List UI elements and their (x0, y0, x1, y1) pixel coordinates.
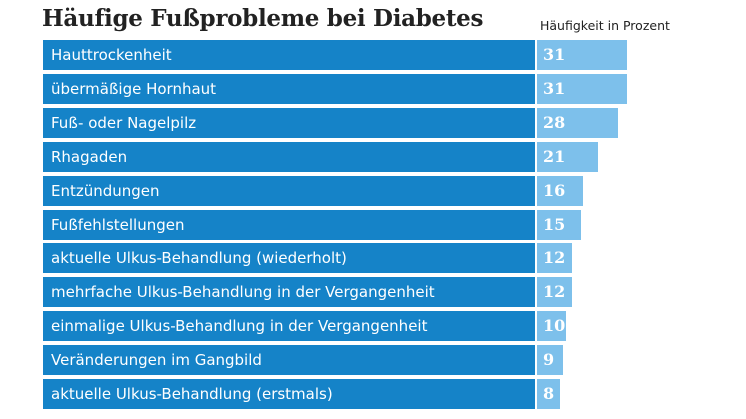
value-label: 16 (543, 180, 566, 200)
value-label: 12 (543, 282, 566, 302)
chart-row: Hauttrockenheit 31 (0, 40, 746, 70)
chart-row: Fußfehlstellungen 15 (0, 209, 746, 240)
category-bar: einmalige Ulkus-Behandlung in der Vergan… (43, 311, 535, 342)
value-bar (537, 141, 598, 172)
chart-row: Rhagaden 21 (0, 141, 746, 172)
category-bar: aktuelle Ulkus-Behandlung (wiederholt) (43, 243, 535, 274)
value-bar (537, 175, 584, 206)
category-label: Hauttrockenheit (51, 46, 172, 64)
value-bar (537, 243, 572, 274)
value-bar (537, 73, 627, 104)
value-bar (537, 379, 561, 409)
value-bar (537, 277, 572, 308)
category-bar: Veränderungen im Gangbild (43, 345, 535, 376)
value-bar (537, 311, 567, 342)
category-label: Fuß- oder Nagelpilz (51, 113, 197, 132)
value-label: 12 (543, 248, 566, 268)
value-bar (537, 209, 581, 240)
value-label: 21 (543, 146, 566, 166)
chart-row: mehrfache Ulkus-Behandlung in der Vergan… (0, 277, 746, 308)
category-label: Entzündungen (51, 181, 160, 200)
category-label: Fußfehlstellungen (51, 215, 185, 234)
value-label: 8 (543, 384, 555, 403)
category-label: übermäßige Hornhaut (51, 79, 217, 98)
value-label: 10 (543, 316, 566, 336)
chart-row: aktuelle Ulkus-Behandlung (wiederholt) 12 (0, 243, 746, 274)
value-label: 31 (543, 45, 566, 64)
value-axis-label: Häufigkeit in Prozent (540, 18, 670, 33)
value-bar (537, 40, 627, 70)
chart-row: Entzündungen 16 (0, 175, 746, 206)
value-bar (537, 345, 564, 376)
chart-row: einmalige Ulkus-Behandlung in der Vergan… (0, 311, 746, 342)
category-bar: Rhagaden (43, 141, 535, 172)
category-bar: übermäßige Hornhaut (43, 73, 535, 104)
value-label: 9 (543, 350, 555, 370)
category-bar: mehrfache Ulkus-Behandlung in der Vergan… (43, 277, 535, 308)
chart-row: Veränderungen im Gangbild 9 (0, 345, 746, 376)
chart-row: aktuelle Ulkus-Behandlung (erstmals) 8 (0, 379, 746, 409)
category-bar: aktuelle Ulkus-Behandlung (erstmals) (43, 379, 535, 409)
value-bar (537, 107, 619, 138)
chart-title: Häufige Fußprobleme bei Diabetes (42, 5, 484, 32)
category-label: mehrfache Ulkus-Behandlung in der Vergan… (51, 283, 435, 302)
category-bar: Fußfehlstellungen (43, 209, 535, 240)
value-label: 31 (543, 78, 566, 98)
category-bar: Entzündungen (43, 175, 535, 206)
category-label: aktuelle Ulkus-Behandlung (wiederholt) (51, 249, 347, 268)
category-bar: Hauttrockenheit (43, 40, 535, 70)
chart-row: Fuß- oder Nagelpilz 28 (0, 107, 746, 138)
category-label: aktuelle Ulkus-Behandlung (erstmals) (51, 385, 333, 403)
value-label: 28 (543, 112, 566, 132)
category-label: Veränderungen im Gangbild (51, 351, 262, 370)
chart-row: übermäßige Hornhaut 31 (0, 73, 746, 104)
category-bar: Fuß- oder Nagelpilz (43, 107, 535, 138)
category-label: Rhagaden (51, 147, 128, 166)
value-label: 15 (543, 214, 566, 234)
category-label: einmalige Ulkus-Behandlung in der Vergan… (51, 317, 428, 336)
